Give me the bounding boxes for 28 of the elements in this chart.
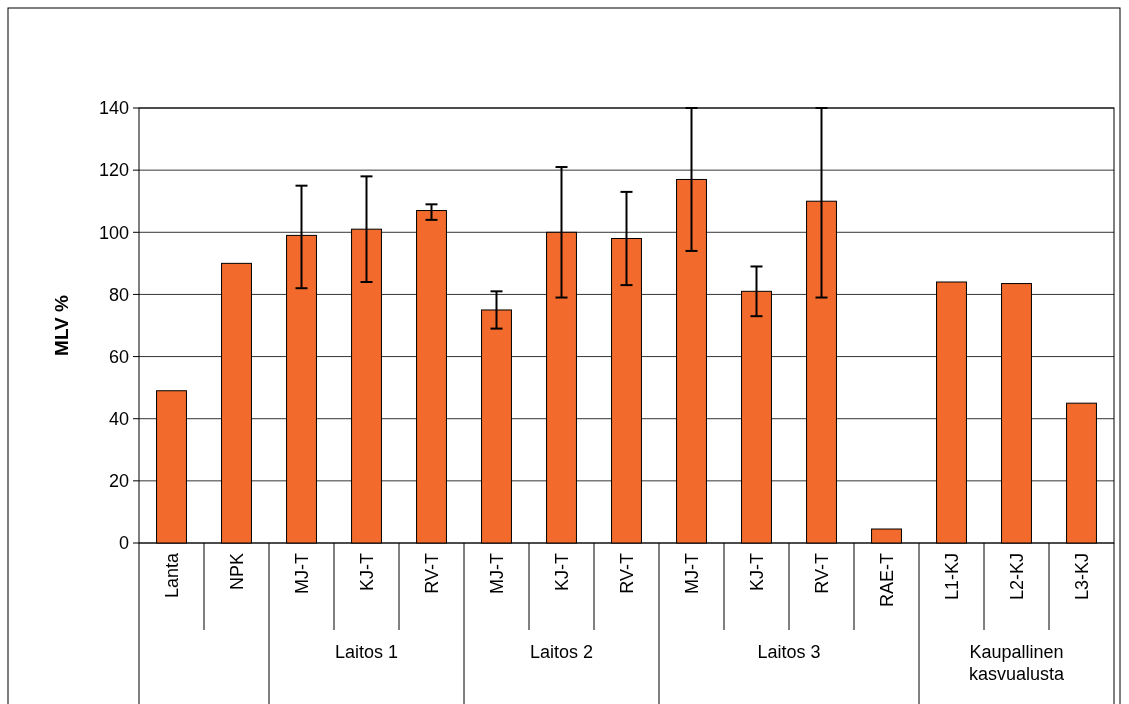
x-tick-label: KJ-T bbox=[356, 553, 377, 591]
x-tick-label: RV-T bbox=[616, 553, 637, 594]
y-tick-label: 0 bbox=[118, 533, 129, 554]
y-axis-title: MLV % bbox=[51, 294, 72, 356]
text: Laitos 3 bbox=[757, 642, 821, 662]
text: Laitos 2 bbox=[529, 642, 594, 662]
y-tick-label: 100 bbox=[98, 222, 129, 243]
y-tick-label: 140 bbox=[98, 98, 129, 119]
x-tick-label: RAE-T bbox=[876, 553, 897, 607]
x-tick-label: L1-KJ bbox=[941, 553, 962, 601]
x-tick-label: MJ-T bbox=[291, 553, 312, 594]
x-tick-label: Lanta bbox=[161, 552, 182, 599]
x-tick-label: KJ-T bbox=[746, 553, 767, 591]
y-tick-label: 40 bbox=[108, 409, 129, 430]
x-tick-label: MJ-T bbox=[681, 553, 702, 594]
x-tick-label: MJ-T bbox=[486, 553, 507, 594]
x-tick-label: NPK bbox=[226, 553, 247, 591]
text: Laitos 1 bbox=[334, 642, 399, 662]
text: Kaupallinen kasvualusta bbox=[968, 642, 1066, 684]
y-tick-label: 20 bbox=[108, 471, 129, 492]
y-tick-label: 80 bbox=[108, 284, 129, 305]
y-tick-label: 120 bbox=[98, 160, 129, 181]
x-tick-label: RV-T bbox=[421, 553, 442, 594]
x-tick-label: L2-KJ bbox=[1006, 553, 1027, 601]
x-tick-label: KJ-T bbox=[551, 553, 572, 591]
x-tick-label: L3-KJ bbox=[1071, 553, 1092, 601]
y-tick-label: 60 bbox=[108, 346, 129, 367]
x-tick-label: RV-T bbox=[811, 553, 832, 594]
